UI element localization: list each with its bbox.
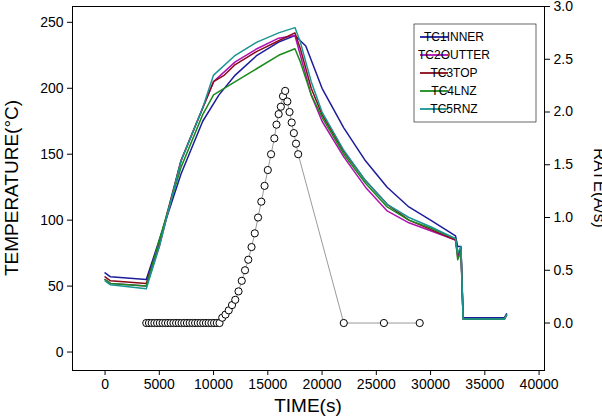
svg-text:20000: 20000 [303,376,342,392]
svg-text:1.0: 1.0 [554,209,574,225]
svg-text:200: 200 [40,80,64,96]
svg-text:TIME(s): TIME(s) [274,395,342,416]
svg-text:5000: 5000 [144,376,175,392]
svg-text:TC4LNZ: TC4LNZ [431,84,476,98]
svg-text:RATE(A/s): RATE(A/s) [590,148,602,228]
svg-text:2.5: 2.5 [554,51,574,67]
svg-text:TC5RNZ: TC5RNZ [430,102,477,116]
svg-text:0: 0 [56,344,64,360]
svg-text:0.0: 0.0 [554,315,574,331]
svg-text:TC2OUTTER: TC2OUTTER [418,48,490,62]
svg-text:50: 50 [48,278,64,294]
svg-text:30000: 30000 [411,376,450,392]
svg-text:TEMPERATURE(°C): TEMPERATURE(°C) [1,100,22,276]
svg-text:100: 100 [40,212,64,228]
svg-text:0.5: 0.5 [554,262,574,278]
svg-text:250: 250 [40,14,64,30]
svg-text:2.0: 2.0 [554,103,574,119]
svg-text:40000: 40000 [520,376,559,392]
svg-text:25000: 25000 [357,376,396,392]
svg-text:15000: 15000 [248,376,287,392]
svg-text:1.5: 1.5 [554,156,574,172]
svg-text:150: 150 [40,146,64,162]
svg-text:TC1INNER: TC1INNER [424,30,484,44]
svg-text:TC3TOP: TC3TOP [430,66,477,80]
svg-text:3.0: 3.0 [554,0,574,14]
svg-text:10000: 10000 [194,376,233,392]
svg-text:35000: 35000 [465,376,504,392]
svg-text:0: 0 [101,376,109,392]
